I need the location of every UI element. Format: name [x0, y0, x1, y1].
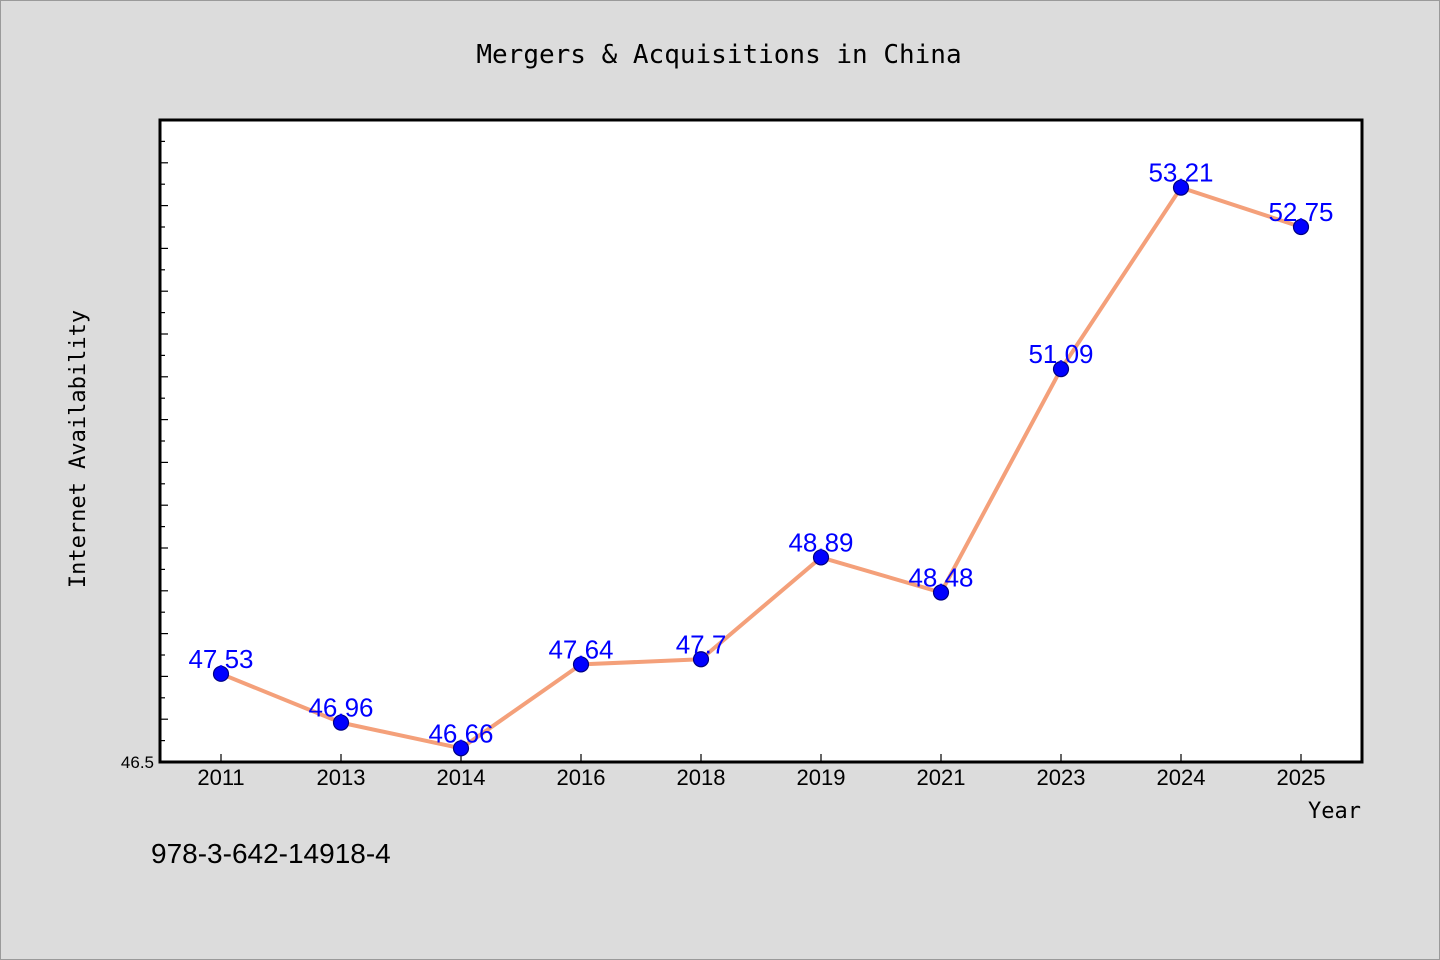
y-axis-title: Internet Availability: [66, 310, 91, 588]
data-point: [332, 714, 350, 731]
data-point: [1292, 218, 1310, 236]
footer-isbn: 978-3-642-14918-4: [151, 838, 391, 869]
data-point: [1172, 179, 1190, 196]
data-point: [932, 584, 950, 601]
x-tick-label: 2013: [317, 765, 366, 790]
x-axis-ticks: [220, 754, 1302, 762]
data-label-layer: 47.53 46.96 46.66 47.64 47.7 48.89 48.48 51.09 5…: [188, 158, 1333, 749]
data-label: 47.7: [676, 629, 727, 659]
x-tick-label: 2021: [917, 765, 966, 790]
data-label: 53.21: [1148, 158, 1213, 188]
data-label: 51.09: [1028, 339, 1093, 369]
data-point: [1052, 360, 1070, 378]
data-label: 48.48: [908, 563, 973, 593]
x-tick-label: 2014: [437, 765, 486, 790]
data-point: [812, 549, 830, 566]
data-point-layer: [212, 179, 1310, 757]
x-tick-label: 2023: [1037, 765, 1086, 790]
data-label: 52.75: [1268, 197, 1333, 227]
y-tick-label-layer: 46.5: [121, 753, 154, 772]
data-label: 46.96: [308, 693, 373, 723]
x-tick-label: 2019: [797, 765, 846, 790]
x-tick-label: 2025: [1277, 765, 1326, 790]
series-line: [219, 185, 1303, 751]
data-point: [692, 651, 710, 668]
y-axis-ticks: [160, 140, 168, 742]
series-line-layer: [219, 185, 1303, 751]
data-label: 47.53: [188, 644, 253, 674]
x-tick-label-layer: 2011 2013 2014 2016 2018 2019 2021 2023 2024 2025: [197, 765, 1325, 790]
chart-title: Mergers & Acquisitions in China: [476, 40, 961, 70]
x-tick-label: 2016: [557, 765, 606, 790]
plot-area: [158, 118, 1364, 764]
data-point: [452, 740, 470, 757]
x-axis-title: Year: [1308, 799, 1361, 824]
data-label: 48.89: [788, 527, 853, 557]
y-tick-label: 46.5: [121, 753, 154, 772]
data-label: 47.64: [548, 634, 613, 664]
x-tick-label: 2018: [677, 765, 726, 790]
data-label: 46.66: [428, 718, 493, 748]
data-point: [572, 656, 590, 673]
x-tick-label: 2011: [197, 765, 244, 790]
x-tick-label: 2024: [1157, 765, 1206, 790]
data-point: [212, 665, 230, 682]
